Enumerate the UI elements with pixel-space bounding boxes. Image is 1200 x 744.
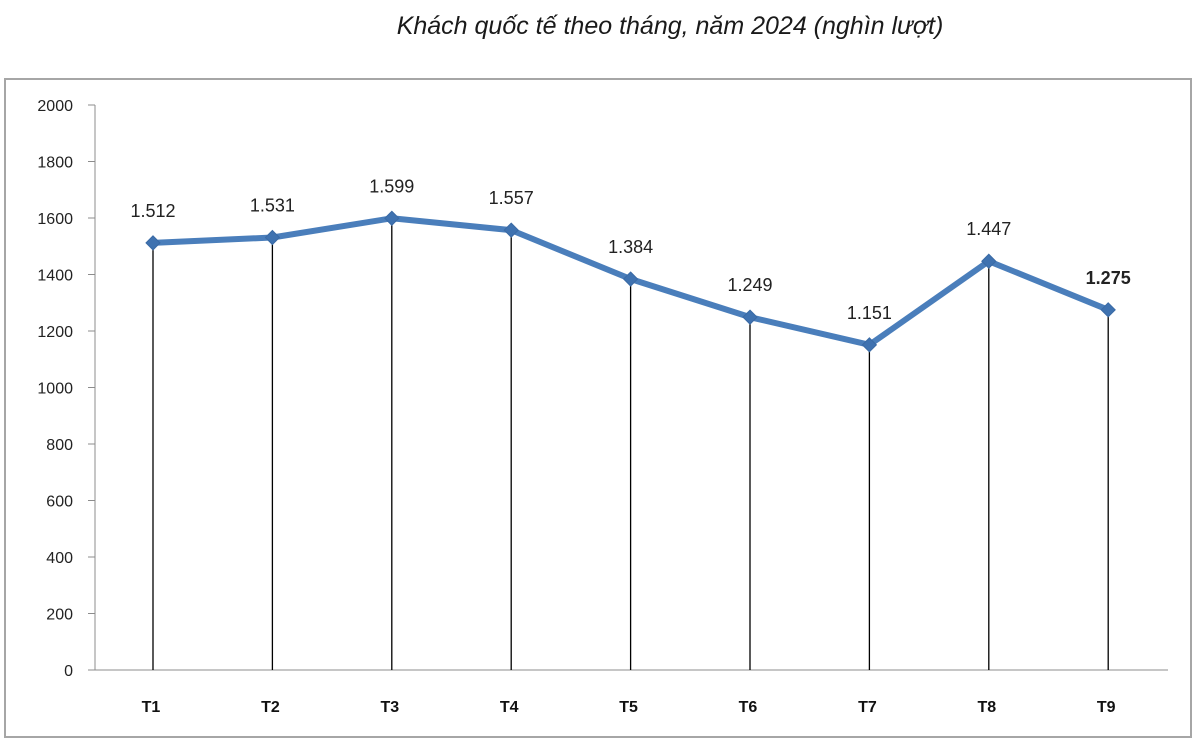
data-point-marker [264, 229, 281, 246]
chart-frame [4, 78, 1192, 738]
data-label: 1.512 [130, 201, 175, 221]
data-label: 1.447 [966, 219, 1011, 239]
y-tick-label: 600 [46, 494, 73, 511]
x-tick-label: T8 [977, 699, 996, 716]
y-tick-label: 400 [46, 550, 73, 567]
x-tick-label: T3 [380, 699, 399, 716]
data-point-marker [981, 253, 997, 269]
x-tick-label: T2 [261, 699, 280, 716]
y-tick-label: 1000 [37, 381, 73, 398]
x-tick-label: T5 [619, 699, 638, 716]
x-tick-label: T1 [142, 699, 161, 716]
y-tick-label: 1400 [37, 268, 73, 285]
y-tick-label: 1600 [37, 211, 73, 228]
data-point-marker [1100, 302, 1116, 318]
data-label: 1.557 [489, 188, 534, 208]
data-point-marker [861, 337, 878, 353]
data-point-marker [622, 271, 639, 287]
y-tick-label: 1800 [37, 155, 73, 172]
data-point-marker [503, 222, 519, 238]
x-tick-label: T4 [500, 699, 519, 716]
y-tick-label: 800 [46, 437, 73, 454]
data-label: 1.384 [608, 237, 653, 257]
data-label: 1.275 [1086, 268, 1131, 288]
x-tick-label: T7 [858, 699, 877, 716]
y-tick-label: 0 [64, 663, 73, 680]
y-tick-label: 1200 [37, 324, 73, 341]
data-point-marker [145, 235, 161, 251]
data-label: 1.249 [727, 275, 772, 295]
x-tick-label: T9 [1097, 699, 1116, 716]
data-label: 1.599 [369, 176, 414, 196]
chart-title: Khách quốc tế theo tháng, năm 2024 (nghì… [396, 12, 944, 40]
data-label: 1.151 [847, 303, 892, 323]
data-point-marker [384, 210, 400, 226]
x-tick-label: T6 [739, 699, 758, 716]
data-point-marker [742, 309, 758, 325]
y-tick-label: 200 [46, 607, 73, 624]
y-tick-label: 2000 [37, 98, 73, 115]
data-label: 1.531 [250, 195, 295, 215]
